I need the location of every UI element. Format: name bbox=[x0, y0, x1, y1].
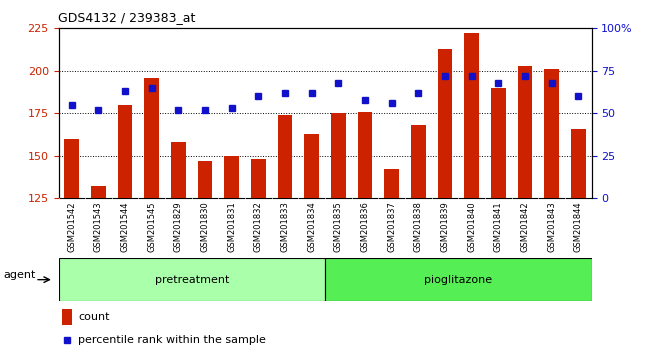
Text: GSM201542: GSM201542 bbox=[68, 201, 76, 252]
Text: GSM201833: GSM201833 bbox=[281, 201, 289, 252]
Text: count: count bbox=[78, 312, 109, 322]
Bar bbox=[144, 78, 159, 198]
Bar bbox=[58, 258, 325, 301]
Bar bbox=[517, 66, 532, 198]
Text: GSM201832: GSM201832 bbox=[254, 201, 263, 252]
Bar bbox=[544, 69, 559, 198]
Bar bbox=[571, 129, 586, 198]
Bar bbox=[437, 49, 452, 198]
Text: GSM201837: GSM201837 bbox=[387, 201, 396, 252]
Bar bbox=[411, 125, 426, 198]
Text: GSM201843: GSM201843 bbox=[547, 201, 556, 252]
Bar bbox=[171, 142, 186, 198]
Text: GSM201830: GSM201830 bbox=[201, 201, 209, 252]
Bar bbox=[491, 88, 506, 198]
Text: GSM201841: GSM201841 bbox=[494, 201, 502, 252]
Text: GSM201835: GSM201835 bbox=[334, 201, 343, 252]
Bar bbox=[278, 115, 292, 198]
Bar bbox=[91, 186, 106, 198]
Bar bbox=[384, 169, 399, 198]
Bar bbox=[64, 139, 79, 198]
Bar bbox=[118, 105, 133, 198]
Text: pioglitazone: pioglitazone bbox=[424, 275, 492, 285]
Text: percentile rank within the sample: percentile rank within the sample bbox=[78, 335, 266, 346]
Text: GSM201543: GSM201543 bbox=[94, 201, 103, 252]
Bar bbox=[464, 33, 479, 198]
Text: GSM201545: GSM201545 bbox=[148, 201, 156, 252]
Text: GDS4132 / 239383_at: GDS4132 / 239383_at bbox=[58, 11, 196, 24]
Bar bbox=[251, 159, 266, 198]
Bar bbox=[325, 258, 592, 301]
Bar bbox=[331, 113, 346, 198]
Text: GSM201831: GSM201831 bbox=[227, 201, 236, 252]
Bar bbox=[224, 156, 239, 198]
Bar bbox=[198, 161, 213, 198]
Text: GSM201544: GSM201544 bbox=[121, 201, 129, 252]
Text: GSM201834: GSM201834 bbox=[307, 201, 316, 252]
Text: GSM201838: GSM201838 bbox=[414, 201, 422, 252]
Text: GSM201844: GSM201844 bbox=[574, 201, 582, 252]
Bar bbox=[358, 112, 372, 198]
Text: GSM201839: GSM201839 bbox=[441, 201, 449, 252]
Text: GSM201842: GSM201842 bbox=[521, 201, 529, 252]
Text: GSM201829: GSM201829 bbox=[174, 201, 183, 252]
Text: GSM201840: GSM201840 bbox=[467, 201, 476, 252]
Text: pretreatment: pretreatment bbox=[155, 275, 229, 285]
Text: GSM201836: GSM201836 bbox=[361, 201, 369, 252]
Text: agent: agent bbox=[3, 270, 35, 280]
Bar bbox=[62, 309, 72, 325]
Bar bbox=[304, 134, 319, 198]
